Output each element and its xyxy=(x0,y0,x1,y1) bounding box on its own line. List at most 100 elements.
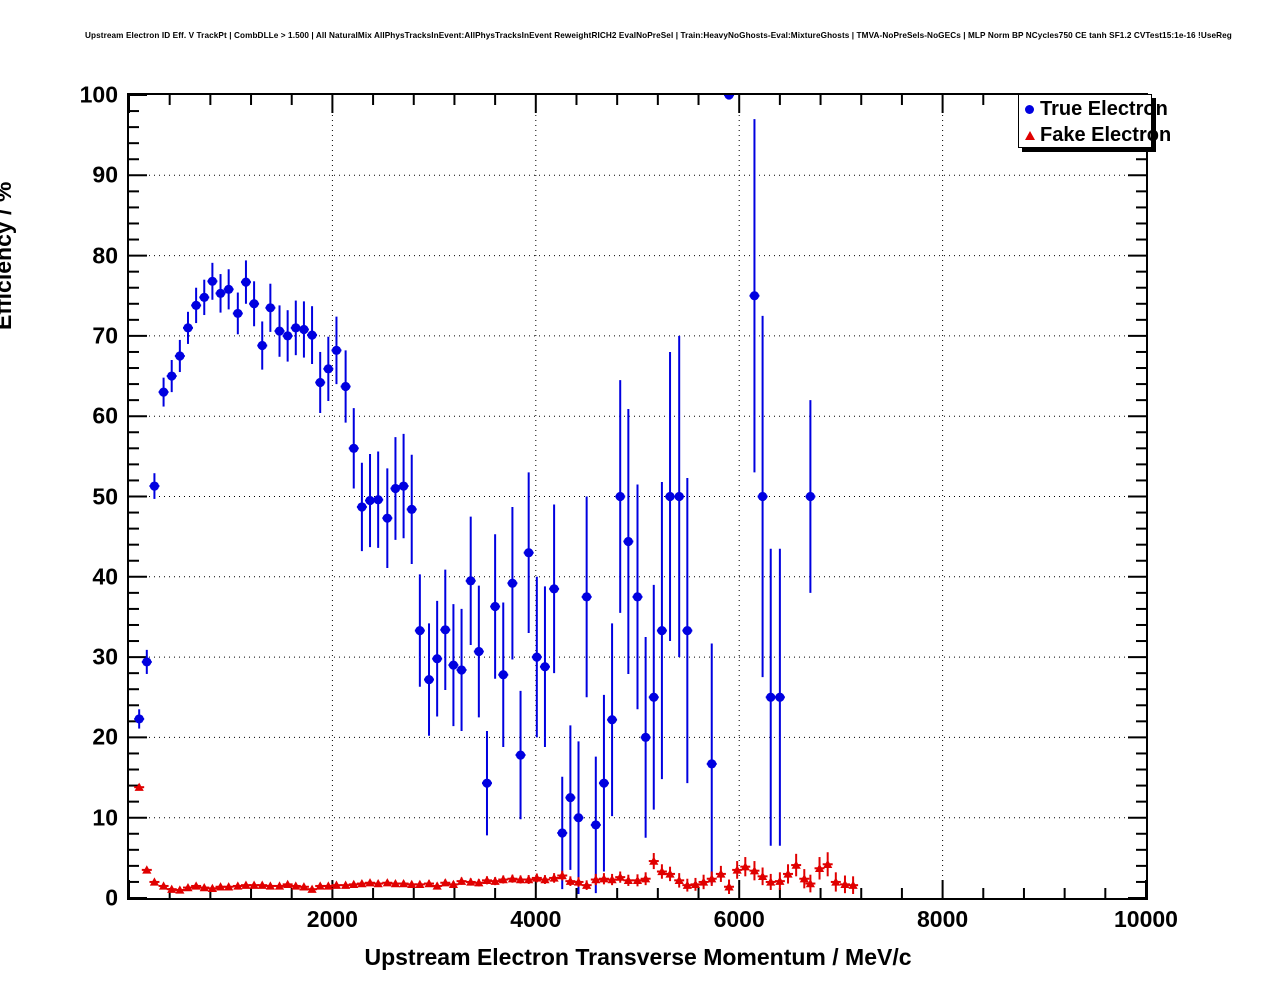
data-point xyxy=(440,878,450,887)
data-point xyxy=(265,303,275,313)
data-point xyxy=(599,778,609,788)
data-point xyxy=(649,856,659,865)
data-point xyxy=(498,670,508,680)
data-point xyxy=(299,324,309,335)
data-point xyxy=(707,874,717,883)
data-point xyxy=(805,491,815,502)
y-tick-label: 20 xyxy=(92,723,118,750)
data-point xyxy=(341,880,351,889)
data-point xyxy=(265,881,275,890)
data-point xyxy=(757,491,768,502)
data-point xyxy=(207,883,217,893)
data-point xyxy=(549,873,559,882)
data-point xyxy=(482,875,492,885)
data-point xyxy=(207,276,217,286)
data-point xyxy=(591,874,601,884)
data-point xyxy=(682,626,692,636)
data-point xyxy=(724,882,734,891)
data-point xyxy=(357,878,367,888)
data-point xyxy=(357,502,367,512)
data-point xyxy=(257,880,267,889)
data-point xyxy=(191,300,201,310)
data-point xyxy=(775,692,785,702)
y-tick-label: 70 xyxy=(92,322,118,349)
data-point xyxy=(565,876,575,885)
data-point xyxy=(373,495,383,505)
x-tick-label: 2000 xyxy=(306,906,358,932)
plot-canvas xyxy=(129,95,1146,898)
data-point xyxy=(283,331,293,341)
data-point xyxy=(349,879,359,889)
data-point xyxy=(749,291,760,301)
data-point xyxy=(766,877,776,886)
data-point xyxy=(649,692,659,702)
data-point xyxy=(415,879,425,889)
data-point xyxy=(249,880,259,889)
data-point xyxy=(674,491,684,502)
data-point xyxy=(315,881,325,890)
data-point xyxy=(466,576,476,586)
data-point xyxy=(407,879,417,889)
data-point xyxy=(766,692,776,702)
data-point xyxy=(591,820,601,830)
data-point xyxy=(331,345,342,355)
data-point xyxy=(732,865,742,874)
data-point xyxy=(365,878,375,887)
data-point xyxy=(657,866,667,876)
triangle-marker-icon xyxy=(1023,128,1037,142)
data-point xyxy=(757,871,768,880)
data-point xyxy=(149,481,160,491)
data-point xyxy=(716,869,726,878)
data-point xyxy=(532,652,542,662)
y-tick-label: 50 xyxy=(92,483,118,509)
x-tick-label: 8000 xyxy=(917,906,969,932)
data-point xyxy=(424,878,434,888)
data-point xyxy=(707,759,717,769)
axis-ticks xyxy=(129,95,1146,898)
data-point xyxy=(456,665,467,675)
data-point xyxy=(799,874,809,883)
y-tick-label: 60 xyxy=(92,402,118,429)
data-point xyxy=(573,813,584,823)
data-point xyxy=(524,548,534,558)
legend-label: True Electron xyxy=(1040,97,1168,120)
y-tick-label: 100 xyxy=(79,81,118,108)
data-point xyxy=(540,874,550,884)
data-point xyxy=(498,874,508,884)
data-point xyxy=(215,288,226,298)
data-point xyxy=(233,308,243,319)
data-point xyxy=(233,881,243,890)
data-point xyxy=(632,875,643,885)
data-point xyxy=(641,732,651,743)
data-point xyxy=(783,869,793,878)
x-tick-label: 4000 xyxy=(510,906,562,932)
data-point xyxy=(615,872,625,881)
data-point xyxy=(199,292,209,302)
data-point xyxy=(390,878,401,888)
legend-label: Fake Electron xyxy=(1040,123,1172,146)
data-point xyxy=(474,646,484,657)
y-tick-label: 10 xyxy=(92,804,118,831)
data-point xyxy=(224,284,234,294)
legend-item-fake-electron[interactable]: Fake Electron xyxy=(1023,122,1173,148)
data-point xyxy=(466,877,476,886)
data-point xyxy=(158,881,169,890)
data-point xyxy=(158,387,169,397)
data-point xyxy=(241,880,251,889)
data-point xyxy=(257,340,267,351)
data-point xyxy=(582,592,592,602)
data-point xyxy=(840,879,850,889)
data-point xyxy=(432,654,442,664)
data-point xyxy=(215,882,226,891)
data-point xyxy=(831,877,841,886)
legend-item-true-electron[interactable]: True Electron xyxy=(1023,96,1173,122)
data-point xyxy=(582,880,592,889)
data-point xyxy=(291,881,301,890)
data-point xyxy=(183,882,193,892)
data-point xyxy=(142,865,152,874)
data-point xyxy=(448,879,459,889)
y-axis-label: Efficiency / % xyxy=(0,182,16,330)
data-point xyxy=(365,495,375,506)
data-point xyxy=(532,873,542,882)
data-point xyxy=(805,878,815,888)
